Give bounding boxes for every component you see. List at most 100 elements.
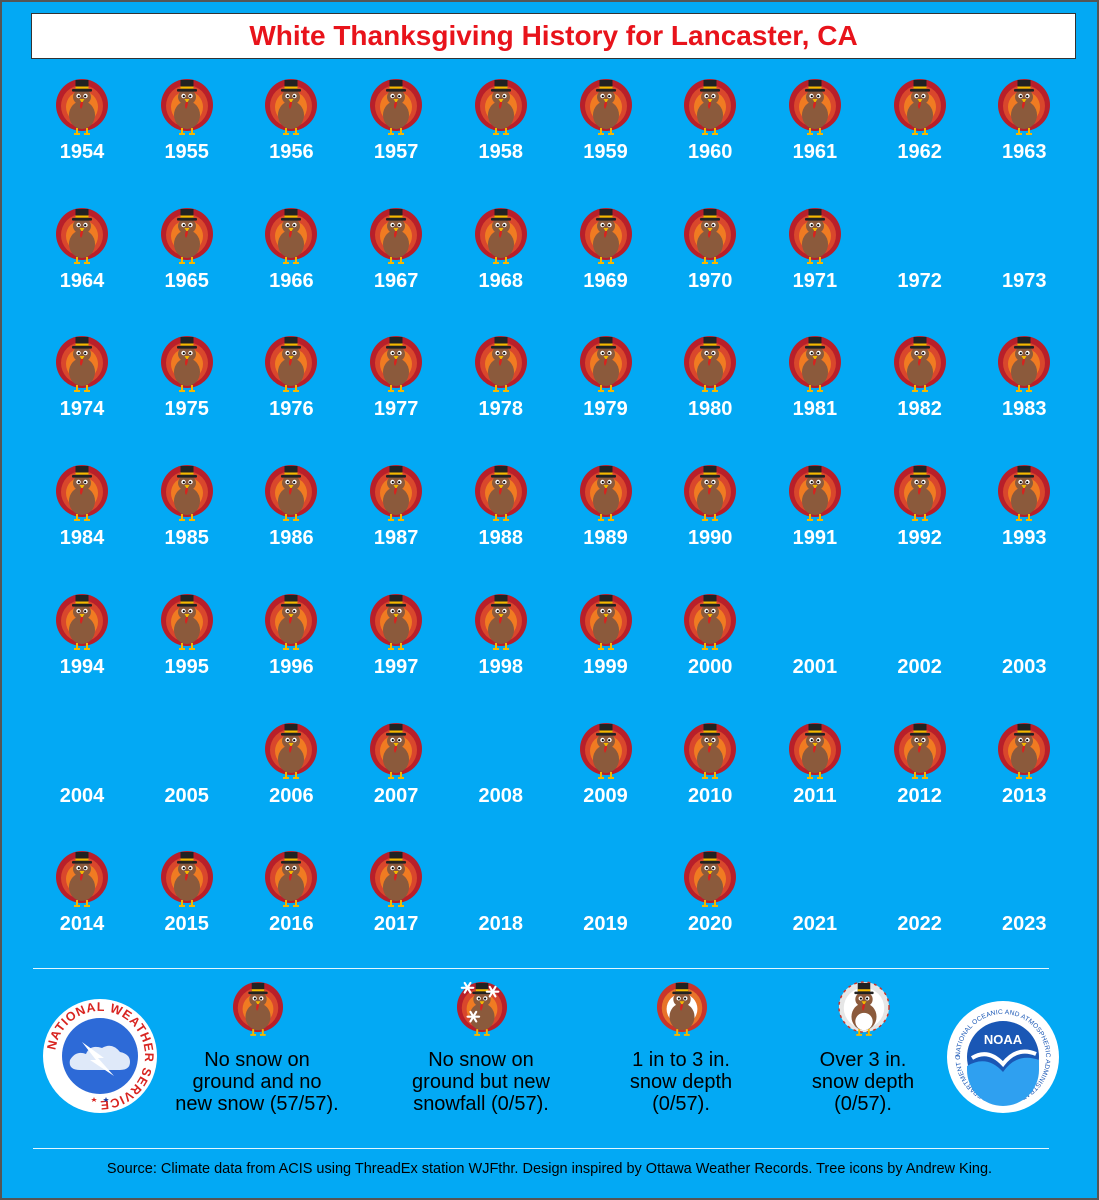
- year-label: 2008: [478, 784, 524, 807]
- year-cell: 1958: [449, 75, 553, 203]
- turkey-icon: [997, 75, 1051, 137]
- year-cell: 1996: [239, 590, 343, 718]
- year-cell: 2002: [868, 590, 972, 718]
- turkey-icon: [160, 847, 214, 909]
- turkey-icon: [369, 590, 423, 652]
- year-label: 1998: [478, 655, 524, 678]
- year-label: 2014: [59, 913, 105, 936]
- year-cell: 1993: [972, 461, 1076, 589]
- year-cell: 1959: [554, 75, 658, 203]
- year-cell: 2019: [554, 847, 658, 975]
- year-cell: 1969: [554, 204, 658, 332]
- title-box: White Thanksgiving History for Lancaster…: [31, 13, 1076, 59]
- year-label: 1973: [1002, 269, 1047, 292]
- year-cell: 2010: [658, 719, 762, 847]
- turkey-icon: [683, 719, 737, 781]
- turkey-icon: [893, 75, 947, 137]
- year-label: 1989: [583, 527, 628, 550]
- turkey-icon: [264, 847, 318, 909]
- year-cell: 2017: [344, 847, 448, 975]
- noaa-logo-text: NOAA: [984, 1032, 1023, 1047]
- year-label: 1978: [478, 398, 524, 421]
- year-cell: 1974: [30, 332, 134, 460]
- turkey-icon: [997, 332, 1051, 394]
- year-label: 1971: [792, 269, 838, 292]
- year-label: 1968: [478, 269, 524, 292]
- year-label: 1963: [1002, 141, 1047, 163]
- year-label: 1965: [164, 269, 209, 292]
- year-cell: 1975: [135, 332, 239, 460]
- turkey-icon: [160, 461, 214, 523]
- turkey-icon: [788, 719, 842, 781]
- year-label: 1995: [164, 655, 209, 678]
- turkey-icon: [788, 204, 842, 266]
- year-cell: 1978: [449, 332, 553, 460]
- turkey-icon: [55, 204, 109, 266]
- year-cell: 1977: [344, 332, 448, 460]
- year-label: 2016: [269, 913, 314, 936]
- year-label: 2011: [793, 784, 837, 807]
- legend-text: Over 3 in. snow depth (0/57).: [811, 1049, 915, 1115]
- year-cell: 2015: [135, 847, 239, 975]
- year-cell: 1972: [868, 204, 972, 332]
- year-label: 1986: [269, 527, 314, 550]
- year-label: 2019: [583, 913, 628, 936]
- year-label: 1999: [583, 655, 628, 678]
- turkey-icon: [579, 204, 633, 266]
- year-label: 1992: [897, 527, 942, 550]
- year-label: 2013: [1002, 784, 1047, 807]
- year-cell: 1986: [239, 461, 343, 589]
- year-label: 2000: [687, 655, 733, 678]
- year-label: 1994: [59, 655, 105, 678]
- year-cell: 1979: [554, 332, 658, 460]
- year-cell: 1990: [658, 461, 762, 589]
- year-cell: 2011: [763, 719, 867, 847]
- turkey-icon: [160, 204, 214, 266]
- turkey-icon: [474, 590, 528, 652]
- year-label: 2020: [687, 913, 733, 936]
- turkey-icon: [893, 719, 947, 781]
- year-label: 2004: [59, 784, 105, 807]
- year-cell: 1995: [135, 590, 239, 718]
- year-label: 2007: [373, 784, 419, 807]
- turkey-icon: [369, 719, 423, 781]
- year-label: 1980: [687, 398, 733, 421]
- year-label: 2015: [164, 913, 209, 936]
- turkey-icon: [55, 332, 109, 394]
- year-label: 1954: [59, 141, 105, 163]
- turkey-icon: [683, 204, 737, 266]
- divider: [33, 1148, 1049, 1149]
- turkey-icon: [55, 461, 109, 523]
- year-cell: 1956: [239, 75, 343, 203]
- year-label: 2009: [583, 784, 628, 807]
- year-cell: 2005: [135, 719, 239, 847]
- turkey-icon: [474, 461, 528, 523]
- year-cell: 1955: [135, 75, 239, 203]
- year-label: 1979: [583, 398, 628, 421]
- year-label: 1956: [269, 141, 314, 163]
- year-cell: 2016: [239, 847, 343, 975]
- turkey-icon: [369, 332, 423, 394]
- year-cell: 1976: [239, 332, 343, 460]
- year-cell: 2003: [972, 590, 1076, 718]
- year-label: 2021: [792, 913, 838, 936]
- year-label: 1977: [373, 398, 419, 421]
- year-label: 1964: [59, 269, 105, 292]
- year-cell: 1970: [658, 204, 762, 332]
- year-cell: 1965: [135, 204, 239, 332]
- year-label: 1961: [792, 141, 838, 163]
- year-label: 1997: [373, 655, 419, 678]
- turkey-icon: [232, 977, 284, 1039]
- noaa-logo: NATIONAL OCEANIC AND ATMOSPHERIC ADMINIS…: [946, 1000, 1059, 1113]
- turkey-icon: [160, 332, 214, 394]
- turkey-icon: [683, 332, 737, 394]
- year-cell: 2014: [30, 847, 134, 975]
- year-cell: 1960: [658, 75, 762, 203]
- legend-item: Over 3 in. snow depth (0/57).: [758, 977, 968, 1117]
- legend-item: No snow on ground but new snowfall (0/57…: [376, 977, 586, 1117]
- year-label: 2003: [1002, 655, 1047, 678]
- turkey-icon: [474, 204, 528, 266]
- year-label: 1976: [269, 398, 314, 421]
- turkey-icon: [579, 719, 633, 781]
- year-cell: 1982: [868, 332, 972, 460]
